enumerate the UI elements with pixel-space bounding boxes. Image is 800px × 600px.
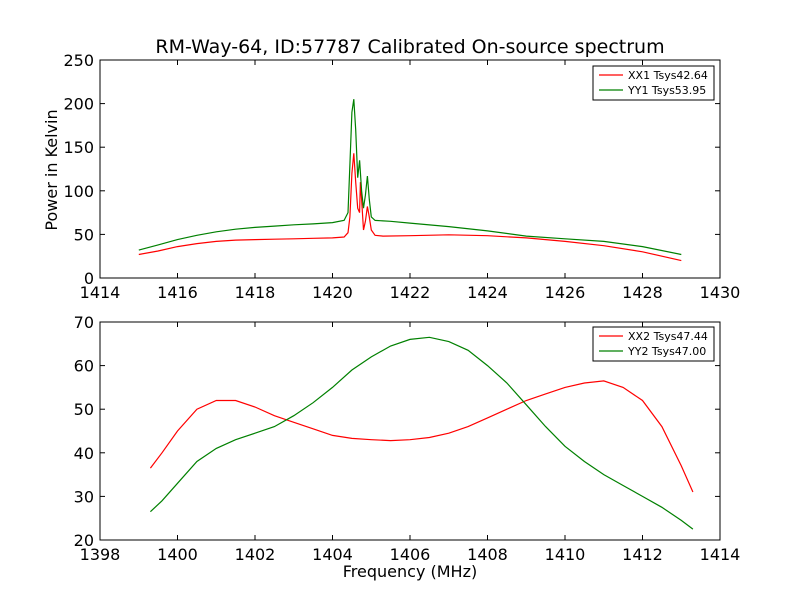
x-tick-label: 1418 <box>235 283 276 302</box>
y-tick-label: 30 <box>74 487 94 506</box>
series-line-2 <box>149 336 694 530</box>
x-tick-label: 1406 <box>390 545 431 564</box>
x-tick-label: 1428 <box>622 283 663 302</box>
y-tick-label: 70 <box>74 313 94 332</box>
y-tick-label: 50 <box>74 225 94 244</box>
x-tick-label: 1408 <box>467 545 508 564</box>
chart-title: RM-Way-64, ID:57787 Calibrated On-source… <box>155 36 664 58</box>
x-tick-label: 1412 <box>622 545 663 564</box>
x-tick-label: 1410 <box>545 545 586 564</box>
x-tick-label: 1400 <box>157 545 198 564</box>
x-tick-label: 1422 <box>390 283 431 302</box>
legend-box <box>592 326 715 362</box>
legend-label: XX1 Tsys42.64 <box>628 69 708 82</box>
x-tick-label: 1416 <box>157 283 198 302</box>
y-tick-label: 20 <box>74 531 94 550</box>
x-tick-label: 1414 <box>700 545 741 564</box>
top-plot: 1414 1416 1418 1420 1422 1424 1426 1428 1430 0 50 1… <box>63 51 740 302</box>
series-line-2 <box>138 99 682 256</box>
y-tick-label: 200 <box>63 95 94 114</box>
bottom-plot: 1398 1400 1402 1404 1406 1408 1410 1412 1414 20 30… <box>74 313 741 564</box>
y-tick-label: 0 <box>84 269 94 288</box>
legend-box <box>592 65 715 101</box>
y-tick-label: 50 <box>74 400 94 419</box>
series-line-1 <box>138 153 682 262</box>
x-axis-label-bottom: Frequency (MHz) <box>343 562 477 581</box>
legend-label: YY1 Tsys53.95 <box>627 84 706 97</box>
legend-label: XX2 Tsys47.44 <box>628 330 708 343</box>
series-line-1 <box>149 380 694 493</box>
x-tick-label: 1398 <box>80 545 121 564</box>
y-tick-label: 150 <box>63 138 94 157</box>
y-tick-label: 60 <box>74 357 94 376</box>
y-tick-label: 40 <box>74 444 94 463</box>
y-axis-label-top: Power in Kelvin <box>42 109 61 230</box>
x-tick-label: 1430 <box>700 283 741 302</box>
x-tick-label: 1402 <box>235 545 276 564</box>
y-tick-label: 100 <box>63 182 94 201</box>
legend: XX2 Tsys47.44 YY2 Tsys47.00 <box>592 326 715 362</box>
legend: XX1 Tsys42.64 YY1 Tsys53.95 <box>592 65 715 101</box>
x-tick-label: 1424 <box>467 283 508 302</box>
x-tick-label: 1426 <box>545 283 586 302</box>
legend-label: YY2 Tsys47.00 <box>627 345 706 358</box>
y-tick-label: 250 <box>63 51 94 70</box>
x-tick-label: 1420 <box>312 283 353 302</box>
x-tick-label: 1414 <box>80 283 121 302</box>
x-tick-label: 1404 <box>312 545 353 564</box>
